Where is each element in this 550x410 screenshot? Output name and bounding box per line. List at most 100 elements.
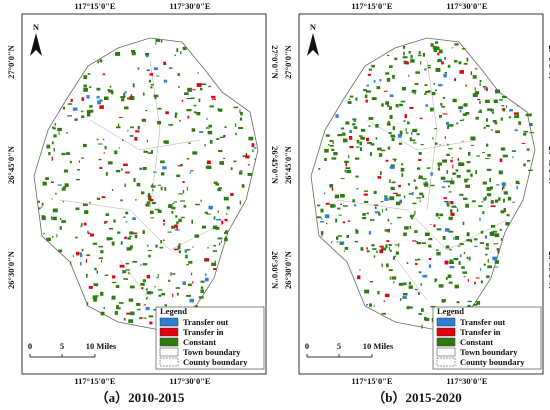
land-patch: [120, 199, 123, 202]
land-patch: [412, 128, 418, 133]
land-patch: [129, 245, 133, 249]
land-patch: [75, 236, 78, 239]
land-patch: [430, 43, 434, 47]
land-patch: [355, 97, 358, 101]
land-patch: [92, 242, 98, 245]
land-patch: [459, 109, 462, 113]
land-patch: [426, 167, 430, 169]
land-patch: [195, 203, 200, 206]
land-patch: [365, 90, 371, 93]
town-boundary: [89, 119, 201, 151]
land-patch: [150, 185, 156, 188]
land-patch: [135, 199, 137, 201]
land-patch: [340, 203, 342, 205]
map-panel: 117°15'0"E 117°15'0"E 117°30'0"E 117°30'0"E…: [283, 1, 550, 405]
land-patch: [149, 199, 154, 202]
land-patch: [367, 142, 372, 144]
land-patch: [212, 250, 218, 252]
land-patch: [150, 72, 153, 76]
land-patch: [337, 207, 341, 210]
land-patch: [321, 218, 323, 220]
land-patch: [392, 256, 395, 260]
land-patch: [83, 143, 87, 148]
land-patch: [458, 106, 464, 109]
land-patch: [223, 196, 229, 201]
land-patch: [318, 168, 321, 170]
land-patch: [401, 87, 406, 91]
land-patch: [57, 127, 62, 132]
land-patch: [331, 241, 333, 244]
scale-label: 5: [337, 341, 341, 351]
land-patch: [182, 281, 186, 285]
land-patch: [444, 228, 450, 232]
land-patch: [373, 255, 376, 258]
town-boundary: [149, 59, 161, 211]
scale-label: 10 Miles: [363, 341, 394, 351]
land-patch: [402, 56, 408, 59]
land-patch: [503, 208, 506, 211]
land-patch: [345, 162, 347, 167]
land-patch: [233, 160, 237, 163]
land-patch: [390, 134, 396, 138]
land-patch: [369, 152, 372, 156]
land-patch: [443, 201, 449, 203]
land-patch: [147, 195, 151, 197]
land-patch: [367, 73, 371, 76]
land-patch: [205, 127, 210, 129]
land-patch: [253, 147, 257, 149]
land-patch: [140, 317, 144, 319]
land-patch: [167, 231, 172, 233]
land-patch: [51, 141, 54, 145]
land-patch: [417, 258, 421, 261]
land-patch: [378, 212, 381, 216]
land-patch: [159, 246, 164, 249]
land-patch: [80, 225, 82, 228]
land-patch: [213, 244, 216, 247]
land-patch: [51, 216, 52, 220]
land-patch: [104, 146, 107, 150]
land-patch: [224, 231, 227, 235]
land-patch: [336, 236, 339, 240]
land-patch: [402, 296, 407, 299]
land-patch: [361, 217, 365, 219]
land-patch: [188, 283, 192, 286]
land-patch: [394, 255, 397, 257]
land-patch: [497, 249, 500, 254]
land-patch: [450, 159, 453, 163]
land-patch: [78, 160, 80, 163]
land-patch: [468, 256, 471, 261]
land-patch: [418, 313, 422, 315]
land-patch: [163, 239, 165, 242]
north-arrow: [30, 33, 42, 56]
legend-label: Transfer in: [460, 327, 501, 337]
land-patch: [102, 73, 106, 76]
land-patch: [442, 300, 445, 303]
land-patch: [428, 258, 432, 260]
land-patch: [191, 128, 196, 132]
land-patch: [98, 158, 102, 161]
land-patch: [501, 182, 506, 186]
land-patch: [462, 104, 465, 106]
land-patch: [384, 293, 390, 298]
land-patch: [471, 200, 476, 203]
land-patch: [472, 93, 478, 97]
land-patch: [376, 86, 381, 90]
land-patch: [76, 251, 79, 256]
land-patch: [470, 136, 476, 141]
latitude-label: 26°45'0"N: [283, 145, 293, 184]
land-patch: [191, 219, 193, 224]
land-patch: [188, 142, 191, 145]
land-patch: [445, 276, 448, 280]
land-patch: [465, 203, 469, 208]
land-patch: [491, 225, 496, 228]
land-patch: [125, 269, 131, 271]
land-patch: [194, 111, 197, 114]
land-patch: [163, 79, 168, 83]
land-patch: [470, 71, 473, 75]
land-patch: [86, 95, 90, 99]
land-patch: [83, 75, 88, 79]
land-patch: [83, 222, 87, 226]
land-patch: [390, 223, 392, 225]
land-patch: [467, 278, 469, 282]
land-patch: [368, 68, 372, 71]
